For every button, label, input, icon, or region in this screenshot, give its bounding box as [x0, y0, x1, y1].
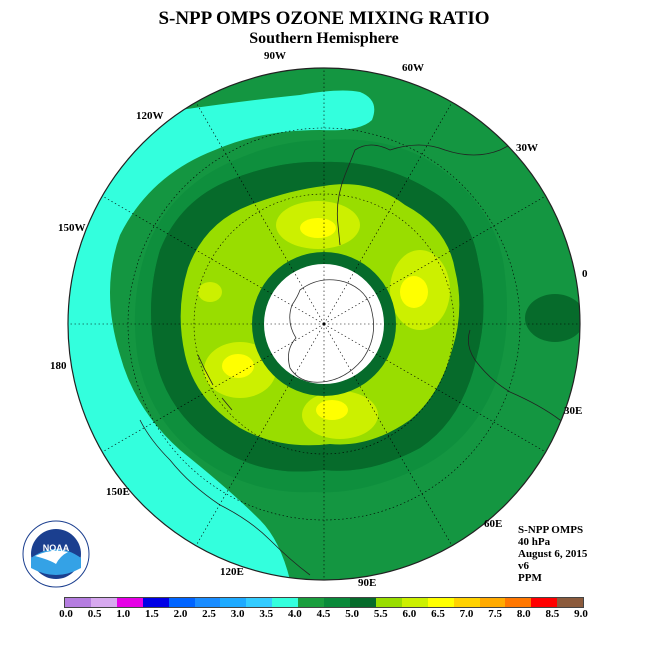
meridian-line: [323, 323, 546, 453]
colorbar-swatch: [90, 598, 117, 607]
colorbar-tick-label: 5.0: [345, 608, 359, 620]
australia-coastline: [139, 419, 311, 576]
africa-coastline: [467, 329, 580, 431]
colorbar-swatch: [220, 598, 247, 607]
colorbar-tick-label: 6.5: [431, 608, 445, 620]
lon-label-60w: 60W: [402, 62, 424, 74]
lon-label-30e: 30E: [564, 405, 583, 417]
noaa-logo-icon: NOAA: [22, 520, 90, 588]
ozone-core-east: [400, 276, 428, 308]
lon-label-150w: 150W: [58, 222, 86, 234]
chart-subtitle: Southern Hemisphere: [249, 30, 399, 47]
colorbar-swatch: [531, 598, 558, 607]
lon-label-180: 180: [50, 360, 67, 372]
colorbar-swatch: [272, 598, 299, 607]
meridian-line: [195, 323, 325, 546]
info-block: S-NPP OMPS 40 hPa August 6, 2015 v6 PPM: [518, 524, 587, 584]
meridian-line: [323, 195, 546, 325]
colorbar-tick-label: 1.0: [116, 608, 131, 620]
south-america-coastline: [336, 139, 521, 246]
lon-label-90w: 90W: [264, 50, 286, 62]
lon-label-120w: 120W: [136, 110, 164, 122]
meridian-line: [102, 323, 325, 453]
colorbar-tick-label: 7.5: [488, 608, 503, 620]
lon-label-60e: 60E: [484, 518, 503, 530]
colorbar-swatch: [116, 598, 143, 607]
lon-label-90e: 90E: [358, 577, 377, 589]
ozone-core-southwest: [222, 354, 254, 378]
lon-label-0: 0: [582, 268, 588, 280]
colorbar-swatch: [479, 598, 506, 607]
meridian-lines: [68, 68, 580, 580]
colorbar-swatch: [246, 598, 273, 607]
lon-label-120e: 120E: [220, 566, 244, 578]
info-units: PPM: [518, 572, 542, 584]
colorbar: [64, 597, 584, 608]
colorbar-swatch: [349, 598, 376, 607]
ozone-lobe-west: [198, 282, 222, 302]
map-boundary: [67, 67, 581, 581]
colorbar-tick-label: 2.5: [202, 608, 216, 620]
colorbar-swatch: [401, 598, 428, 607]
lon-label-150e: 150E: [106, 486, 130, 498]
colorbar-swatch: [453, 598, 480, 607]
chart-title: S-NPP OMPS OZONE MIXING RATIO: [158, 8, 490, 29]
colorbar-swatch: [142, 598, 169, 607]
colorbar-tick-label: 4.5: [316, 608, 331, 620]
colorbar-swatch: [168, 598, 195, 607]
colorbar-tick-label: 5.5: [373, 608, 388, 620]
noaa-logo-text: NOAA: [43, 543, 70, 553]
antarctica-coastline: [288, 279, 375, 383]
ozone-field-low-cyan: [68, 90, 375, 580]
colorbar-swatch: [375, 598, 402, 607]
colorbar-swatch: [65, 598, 91, 607]
colorbar-swatch: [298, 598, 325, 607]
colorbar-swatch: [427, 598, 454, 607]
meridian-line: [323, 323, 453, 546]
lon-label-30w: 30W: [516, 142, 538, 154]
colorbar-tick-label: 1.5: [144, 608, 159, 620]
info-instrument: S-NPP OMPS: [518, 524, 584, 536]
colorbar-swatch: [194, 598, 221, 607]
colorbar-tick-label: 3.0: [230, 608, 245, 620]
colorbar-tick-label: 8.5: [545, 608, 560, 620]
colorbar-swatch: [557, 598, 584, 607]
colorbar-swatch: [324, 598, 350, 607]
meridian-line: [195, 102, 325, 325]
meridian-line: [323, 102, 453, 325]
colorbar-ticks: 0.0 0.5 1.0 1.5 2.0 2.5 3.0 3.5 4.0 4.5 5.0 5.5 6.0 6…: [0, 608, 648, 624]
colorbar-tick-label: 8.0: [516, 608, 531, 620]
south-pole-marker: [322, 322, 326, 326]
colorbar-tick-label: 9.0: [574, 608, 588, 620]
colorbar-tick-label: 0.5: [87, 608, 102, 620]
colorbar-tick-label: 3.5: [259, 608, 274, 620]
colorbar-tick-label: 4.0: [288, 608, 302, 620]
colorbar-tick-label: 2.0: [173, 608, 188, 620]
info-version: v6: [518, 560, 529, 572]
colorbar-tick-label: 0.0: [59, 608, 73, 620]
ozone-patch-east: [525, 294, 580, 342]
colorbar-tick-label: 6.0: [402, 608, 417, 620]
ozone-core-north: [300, 218, 336, 238]
colorbar-swatch: [505, 598, 532, 607]
meridian-line: [102, 195, 325, 325]
new-zealand-coastline: [197, 354, 233, 411]
info-level: 40 hPa: [518, 536, 551, 548]
ozone-core-south: [316, 400, 348, 420]
info-date: August 6, 2015: [518, 548, 588, 560]
colorbar-tick-label: 7.0: [459, 608, 474, 620]
